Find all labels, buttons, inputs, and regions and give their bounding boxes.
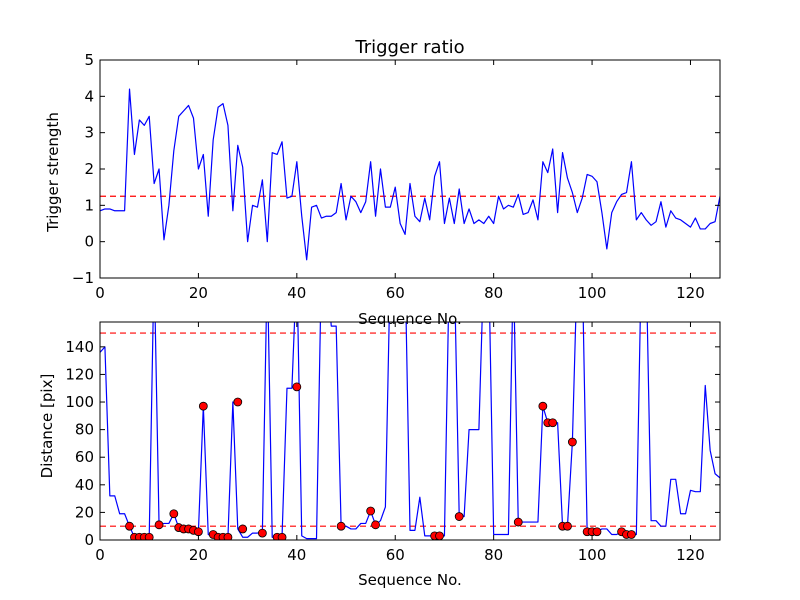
data-point-marker [435,531,444,540]
y-tick-label: 0 [84,531,94,549]
data-point-marker [567,437,577,447]
data-point-marker [144,532,154,540]
data-point-marker [169,509,179,519]
x-tick-label: 80 [484,546,503,564]
y-tick-label: −1 [72,269,94,287]
data-point-marker [336,521,346,531]
y-tick-label: 40 [75,476,94,494]
axes-frame [99,321,721,541]
x-tick-label: 40 [287,284,306,302]
x-tick-label: 40 [287,546,306,564]
y-tick-label: 2 [84,160,94,178]
y-tick-label: 3 [84,124,94,142]
y-tick-label: 120 [65,365,94,383]
y-tick-label: 80 [75,421,94,439]
data-point-marker [223,532,233,540]
data-point-marker [563,521,572,531]
data-point-marker [538,401,548,411]
y-axis-label: Distance [pix] [38,374,56,479]
x-tick-label: 100 [578,546,607,564]
x-tick-label: 120 [676,284,705,302]
y-tick-label: 20 [75,503,94,521]
data-point-marker [125,521,134,531]
chart-title: Trigger ratio [354,37,464,58]
series-line [100,88,720,261]
x-tick-label: 20 [189,284,208,302]
x-tick-label: 100 [578,284,607,302]
x-axis-label: Sequence No. [358,571,462,589]
data-point-marker [277,532,287,540]
data-point-marker [292,382,302,392]
x-tick-label: 0 [95,546,105,564]
y-tick-label: 1 [84,196,94,214]
plot-area: 0 20 40 60 80 100 120 0 20 40 60 80 100 120 140 [65,321,721,564]
x-tick-label: 60 [386,284,405,302]
y-tick-label: 140 [65,338,94,356]
data-point-marker [513,517,523,527]
y-tick-label: 60 [75,448,94,466]
data-point-marker [198,401,208,411]
data-point-marker [592,527,602,537]
data-point-marker [154,520,164,530]
plot-content [100,88,720,261]
plot-content [100,322,720,540]
x-tick-label: 60 [386,546,405,564]
data-point-marker [238,524,248,534]
data-point-marker [233,397,243,407]
y-tick-label: 4 [84,87,94,105]
y-axis-label: Trigger strength [44,112,62,233]
y-tick-label: 0 [84,233,94,251]
distance-chart: 0 20 40 60 80 100 120 0 20 40 60 80 100 120 140 Sequen… [38,321,721,589]
data-point-marker [548,418,558,428]
x-tick-label: 80 [484,284,503,302]
y-tick-label: 5 [84,51,94,69]
y-tick-label: 100 [65,393,94,411]
data-point-marker [257,528,267,538]
x-tick-label: 20 [189,546,208,564]
data-point-marker [627,530,636,539]
x-tick-label: 120 [676,546,705,564]
x-axis-label: Sequence No. [358,310,462,328]
data-point-marker [371,520,380,530]
data-point-marker [454,512,464,521]
data-point-marker [366,506,376,516]
x-tick-label: 0 [95,284,105,302]
data-point-marker [194,527,203,537]
